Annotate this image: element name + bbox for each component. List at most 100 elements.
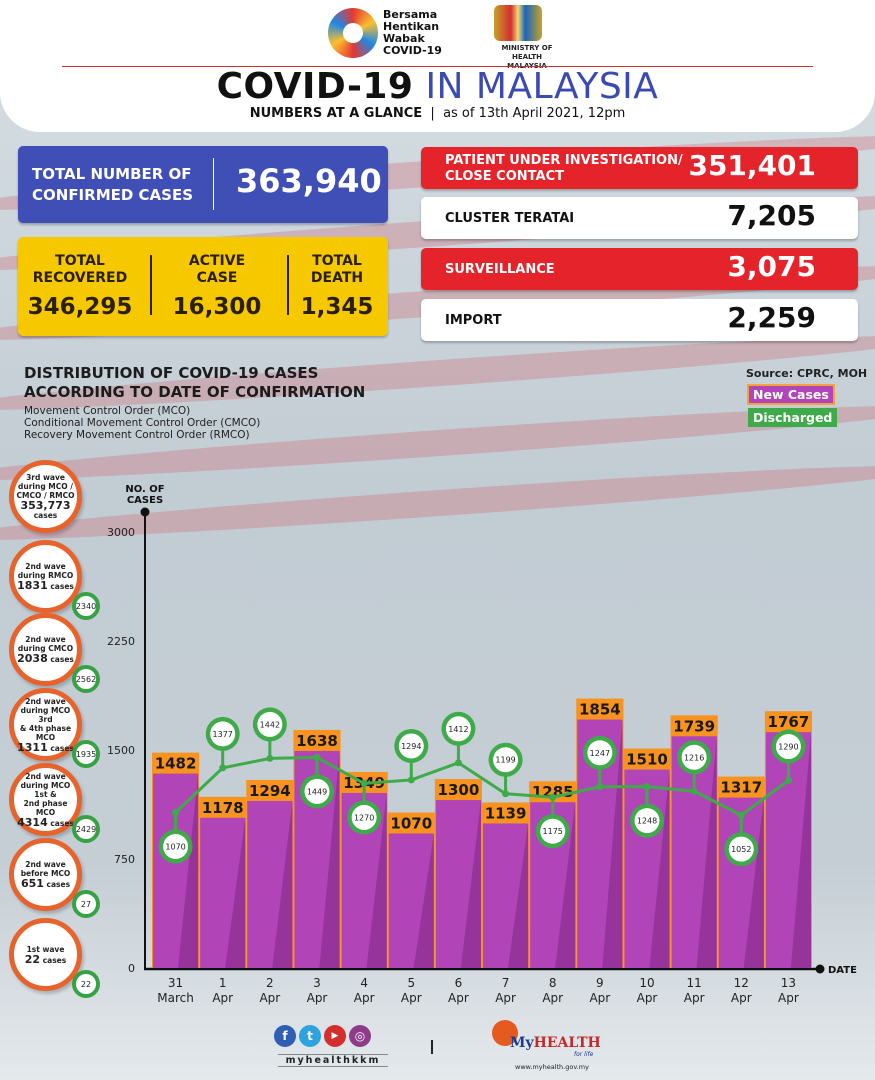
wave-cases: 4314 cases: [17, 815, 74, 829]
x-tick-label: 3: [313, 976, 321, 990]
marker-face: [445, 716, 471, 742]
marker-face: [398, 733, 424, 759]
marker-face: [775, 734, 801, 760]
x-axis-end-dot: [815, 964, 825, 974]
wave-label: 1st wave: [26, 944, 65, 954]
coat-of-arms-icon: [494, 5, 542, 41]
discharged-point: [596, 783, 604, 791]
discharged-value-label: 1216: [684, 753, 704, 762]
marker-face: [210, 721, 236, 747]
youtube-icon[interactable]: ▶: [324, 1025, 346, 1047]
active-stat: ACTIVE CASE 16,300: [172, 253, 262, 320]
x-tick-label: 1: [219, 976, 227, 990]
wave-cases: 651 cases: [20, 877, 71, 890]
discharged-value-label: 1290: [778, 743, 798, 752]
bar-shade: [555, 802, 576, 968]
facebook-icon[interactable]: f: [274, 1025, 296, 1047]
page-title: COVID-19 IN MALAYSIA: [216, 66, 659, 107]
wave-circle: 2nd wave before MCO 651 cases: [9, 838, 82, 911]
discharged-line: [174, 755, 790, 817]
discharged-point: [172, 808, 180, 816]
y-tick-label: 0: [128, 962, 135, 975]
bar-shade: [460, 800, 481, 968]
death-stat: TOTAL DEATH 1,345: [300, 253, 374, 320]
bar-value-label: 1854: [579, 701, 621, 719]
wave-discharged-badge: 22: [72, 970, 100, 998]
myhealth-tagline: for life: [574, 1051, 594, 1058]
x-axis-label: DATE: [828, 965, 857, 976]
wave-label: 2nd wave: [25, 562, 66, 571]
header: Bersama Hentikan Wabak COVID-19 MINISTRY…: [0, 0, 875, 132]
bar-shade: [743, 797, 764, 968]
x-tick-label: Apr: [448, 991, 469, 1005]
wave-cases: 2038 cases: [17, 652, 74, 665]
bar-shade: [413, 833, 434, 968]
x-tick-label: 6: [455, 976, 463, 990]
wave-label: 2nd wave: [25, 860, 66, 869]
wave-discharged-badge: 2429: [72, 815, 100, 843]
marker-face: [351, 804, 377, 830]
y-tick-label: 1500: [107, 744, 135, 757]
discharged-point: [643, 783, 651, 791]
discharged-value-label: 1248: [637, 817, 657, 826]
discharged-value-label: 1199: [495, 756, 515, 765]
wave-label: during MCO 1st &: [20, 780, 71, 799]
x-tick-label: 11: [687, 976, 702, 990]
bar-shade: [272, 800, 293, 968]
confirmed-value: 363,940: [236, 162, 382, 200]
wave-cases: 1311 cases: [17, 740, 74, 754]
marker-face: [540, 818, 566, 844]
wave-label: during CMCO: [17, 644, 74, 653]
wave-label: during MCO 3rd: [20, 705, 71, 724]
recovered-stat: TOTAL RECOVERED 346,295: [27, 253, 133, 320]
discharged-point: [313, 753, 321, 761]
social-links: f t ▶ ◎: [274, 1025, 371, 1047]
outcome-card: TOTAL RECOVERED 346,295 ACTIVE CASE 16,3…: [18, 237, 388, 336]
discharged-point: [784, 777, 792, 785]
category-import: IMPORT 2,259: [421, 299, 858, 341]
bar-value-label: 1178: [202, 799, 244, 817]
instagram-icon[interactable]: ◎: [349, 1025, 371, 1047]
discharged-point: [502, 790, 510, 798]
myhealth-url: www.myhealth.gov.my: [515, 1063, 589, 1071]
category-cluster-teratai: CLUSTER TERATAI 7,205: [421, 197, 858, 239]
x-tick-label: 10: [639, 976, 654, 990]
discharged-value-label: 1052: [731, 845, 751, 854]
marker-face: [163, 833, 189, 859]
bar-shade: [366, 792, 387, 968]
x-tick-label: Apr: [259, 991, 280, 1005]
wave-circle: 2nd wave during RMCO 1831 cases: [9, 540, 82, 613]
x-tick-label: Apr: [212, 991, 233, 1005]
marker-face: [728, 836, 754, 862]
discharged-value-label: 1412: [448, 725, 468, 734]
category-pui-close-contact: PATIENT UNDER INVESTIGATION/ CLOSE CONTA…: [421, 147, 858, 189]
marker-face: [493, 747, 519, 773]
divider: [287, 255, 289, 315]
wave-cases: 22 cases: [24, 952, 67, 966]
wave-cases: 1831 cases: [17, 579, 74, 592]
legend-new-cases: New Cases: [747, 384, 835, 405]
x-tick-label: 5: [407, 976, 415, 990]
discharged-point: [549, 793, 557, 801]
discharged-value-label: 1442: [260, 720, 280, 729]
x-tick-label: Apr: [731, 991, 752, 1005]
x-tick-label: 13: [781, 976, 796, 990]
marker-face: [634, 808, 660, 834]
myhealth-brand: MyHEALTH: [510, 1035, 601, 1051]
discharged-point: [690, 787, 698, 795]
bar-shade: [225, 817, 246, 968]
header-divider: [62, 66, 813, 67]
wave-label: & 4th phase MCO: [19, 723, 72, 742]
twitter-icon[interactable]: t: [299, 1025, 321, 1047]
x-tick-label: 8: [549, 976, 557, 990]
wave-circle: 3rd wave during MCO / CMCO / RMCO 353,773 ca…: [9, 460, 82, 533]
source-label: Source: CPRC, MOH: [746, 367, 868, 380]
discharged-point: [454, 759, 462, 767]
category-surveillance: SURVEILLANCE 3,075: [421, 248, 858, 290]
bar-value-label: 1139: [485, 804, 527, 822]
x-tick-label: 7: [502, 976, 510, 990]
discharged-point: [407, 776, 415, 784]
y-axis-end-dot: [140, 507, 150, 517]
x-tick-label: Apr: [354, 991, 375, 1005]
